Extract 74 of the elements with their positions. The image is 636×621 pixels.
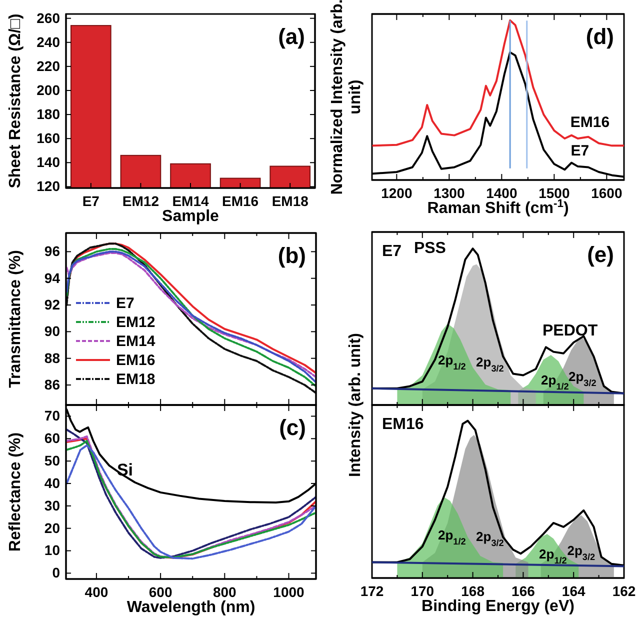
annotation: (e) <box>587 242 614 267</box>
legend-label: E7 <box>116 295 134 312</box>
y-axis-title: Reflectance (%) <box>7 432 24 552</box>
annotation: (c) <box>279 415 306 440</box>
legend-label: EM18 <box>116 371 156 388</box>
annotation: 2p$_{1/2}$ <box>438 527 466 546</box>
y-tick-label: 92 <box>44 296 60 312</box>
x-tick-label: EM14 <box>172 192 209 209</box>
x-tick-label: 1000 <box>273 584 305 600</box>
y-tick-label: 120 <box>36 178 60 194</box>
x-tick-label: 1200 <box>381 184 412 201</box>
x-tick-label: 800 <box>212 584 237 600</box>
annotation: 2p$_{3/2}$ <box>476 354 504 374</box>
annotation: 2p$_{3/2}$ <box>476 529 504 548</box>
annotation: PEDOT <box>542 322 598 340</box>
y-tick-label: 240 <box>36 34 60 50</box>
y-tick-label: 140 <box>36 154 60 170</box>
annotation: 2p$_{1/2}$ <box>541 372 569 392</box>
y-tick-label: 86 <box>44 376 60 392</box>
y-axis-title: Transmittance (%) <box>7 250 24 388</box>
x-tick-label: E7 <box>82 192 100 209</box>
x-tick-label: 166 <box>512 582 536 599</box>
y-tick-label: 96 <box>44 243 60 260</box>
y-tick-label: 160 <box>36 130 60 146</box>
annotation: (a) <box>278 24 305 49</box>
annotation: 2p$_{3/2}$ <box>568 369 596 388</box>
chart-title: EM16 <box>382 416 424 433</box>
y-tick-label: 180 <box>36 106 60 122</box>
y-tick-label: 10 <box>44 542 60 558</box>
y-tick-label: 60 <box>44 430 60 446</box>
annotation: (d) <box>586 24 614 49</box>
x-tick-label: EM18 <box>272 192 309 209</box>
x-tick-label: EM16 <box>222 192 259 209</box>
annotation: PSS <box>414 240 446 258</box>
y-axis-title: Intensity (arb. unit) <box>347 333 364 477</box>
y-tick-label: 70 <box>44 408 60 424</box>
y-tick-label: 50 <box>44 452 60 469</box>
y-tick-label: 88 <box>44 350 60 366</box>
annotation: 2p$_{1/2}$ <box>438 352 466 372</box>
x-tick-label: 1300 <box>434 184 465 201</box>
annotation: (b) <box>278 243 306 268</box>
x-tick-label: 168 <box>461 582 485 599</box>
x-tick-label: 172 <box>360 582 384 599</box>
chart-title: E7 <box>382 243 402 260</box>
x-tick-label: EM12 <box>122 192 160 209</box>
x-tick-label: 170 <box>410 582 434 599</box>
annotation: EM16 <box>570 114 610 132</box>
x-axis-title: Sample <box>162 208 220 225</box>
y-tick-label: 260 <box>36 10 60 26</box>
y-axis-title: Normalized Intensity (arb. unit) <box>329 0 364 195</box>
y-tick-label: 220 <box>36 58 60 74</box>
annotation: 2p$_{3/2}$ <box>567 542 596 562</box>
annotation: E7 <box>570 142 590 160</box>
y-tick-label: 30 <box>44 497 60 514</box>
y-tick-label: 90 <box>44 323 60 340</box>
x-tick-label: 1600 <box>591 184 622 201</box>
x-axis-title: Wavelength (nm) <box>126 599 256 616</box>
y-tick-label: 0 <box>52 564 60 581</box>
legend-label: EM12 <box>116 314 156 331</box>
y-axis-title: Sheet Resistance (Ω/□) <box>7 14 24 188</box>
annotation: 2p$_{1/2}$ <box>539 546 567 566</box>
y-tick-label: 200 <box>36 82 60 98</box>
x-tick-label: 400 <box>84 584 108 600</box>
y-tick-label: 40 <box>44 474 60 491</box>
x-tick-label: 164 <box>562 582 586 599</box>
legend-label: EM14 <box>116 333 156 350</box>
x-tick-label: 162 <box>612 582 636 599</box>
x-axis-title: Raman Shift (cm$^{-1}$) <box>427 198 569 217</box>
legend-label: EM16 <box>116 352 156 369</box>
y-tick-label: 20 <box>44 520 60 536</box>
x-tick-label: 600 <box>148 584 172 600</box>
x-axis-title: Binding Energy (eV) <box>422 598 574 615</box>
y-tick-label: 94 <box>44 270 60 286</box>
x-tick-label: 1400 <box>486 184 518 201</box>
